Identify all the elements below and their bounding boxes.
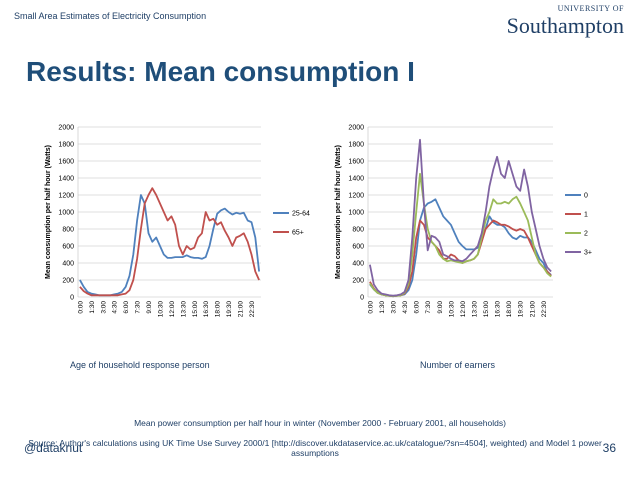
series-line-1: [369, 219, 552, 298]
x-tick-label: 12:00: [460, 301, 467, 318]
x-tick-label: 19:30: [518, 301, 525, 318]
x-tick-label: 9:00: [146, 301, 153, 314]
y-tick-label: 1600: [348, 159, 364, 166]
caption-right: Number of earners: [420, 360, 496, 370]
series-line-0: [369, 198, 552, 298]
y-tick-label: 2000: [58, 125, 74, 132]
x-tick-label: 18:00: [215, 301, 222, 318]
y-tick-label: 1600: [58, 159, 74, 166]
x-tick-label: 6:00: [414, 301, 421, 314]
x-tick-label: 3:00: [391, 301, 398, 314]
y-tick-label: 200: [62, 278, 74, 285]
y-tick-label: 1400: [58, 176, 74, 183]
y-axis-label: Mean consumption per half hour (Watts): [45, 145, 52, 279]
y-axis-label: Mean consumption per half hour (Watts): [335, 145, 342, 279]
y-tick-label: 2000: [348, 125, 364, 132]
y-tick-label: 1200: [348, 193, 364, 200]
x-tick-label: 10:30: [448, 301, 455, 318]
chart-left: Mean consumption per half hour (Watts) 0 2…: [45, 125, 310, 318]
y-tick-label: 0: [360, 295, 364, 302]
y-tick-label: 400: [62, 261, 74, 268]
y-tick-label: 1800: [348, 142, 364, 149]
x-tick-label: 1:30: [89, 301, 96, 314]
x-tick-label: 16:30: [203, 301, 210, 318]
series-line-3+: [369, 138, 552, 297]
legend-label: 3+: [584, 250, 592, 257]
page-number: 36: [602, 441, 616, 455]
x-tick-label: 12:00: [169, 301, 176, 318]
logo-top-text: UNIVERSITY OF: [557, 4, 624, 13]
x-tick-label: 4:30: [112, 301, 119, 314]
y-tick-label: 1200: [58, 193, 74, 200]
x-tick-label: 13:30: [180, 301, 187, 318]
x-tick-label: 21:00: [238, 301, 245, 318]
x-tick-label: 4:30: [402, 301, 409, 314]
y-tick-label: 800: [352, 227, 364, 234]
y-tick-label: 1000: [58, 210, 74, 217]
y-tick-label: 1800: [58, 142, 74, 149]
legend-label: 65+: [292, 230, 304, 237]
x-tick-label: 1:30: [379, 301, 386, 314]
x-tick-label: 7:30: [425, 301, 432, 314]
y-tick-label: 400: [352, 261, 364, 268]
x-tick-label: 0:00: [367, 301, 374, 314]
x-tick-label: 6:00: [123, 301, 130, 314]
y-tick-label: 800: [62, 227, 74, 234]
y-tick-label: 1000: [348, 210, 364, 217]
y-tick-label: 1400: [348, 176, 364, 183]
x-tick-label: 19:30: [226, 301, 233, 318]
caption-left: Age of household response person: [70, 360, 210, 370]
y-tick-label: 0: [70, 295, 74, 302]
x-tick-label: 15:00: [192, 301, 199, 318]
legend-label: 2: [584, 231, 588, 238]
x-tick-label: 22:30: [249, 301, 256, 318]
presentation-header: Small Area Estimates of Electricity Cons…: [14, 11, 207, 21]
chart-right: Mean consumption per half hour (Watts) 0 2…: [335, 125, 592, 318]
x-tick-label: 15:00: [483, 301, 490, 318]
footer-handle: @dataknut: [24, 441, 83, 455]
series-line-2: [369, 172, 552, 298]
legend-label: 1: [584, 212, 588, 219]
x-tick-label: 0:00: [77, 301, 84, 314]
university-logo: UNIVERSITY OF Southampton: [504, 4, 624, 44]
x-tick-label: 9:00: [437, 301, 444, 314]
x-tick-label: 10:30: [157, 301, 164, 318]
legend-label: 25-64: [292, 211, 310, 218]
legend-label: 0: [584, 193, 588, 200]
slide-title: Results: Mean consumption I: [26, 56, 415, 87]
x-tick-label: 3:00: [100, 301, 107, 314]
x-tick-label: 7:30: [135, 301, 142, 314]
x-tick-label: 21:00: [529, 301, 536, 318]
series-line-65+: [79, 187, 260, 297]
y-tick-label: 600: [352, 244, 364, 251]
y-tick-label: 600: [62, 244, 74, 251]
x-tick-label: 13:30: [471, 301, 478, 318]
x-tick-label: 22:30: [541, 301, 548, 318]
y-tick-label: 200: [352, 278, 364, 285]
x-tick-label: 16:30: [495, 301, 502, 318]
note-source: Source: Author's calculations using UK T…: [28, 438, 602, 458]
note-main: Mean power consumption per half hour in …: [134, 418, 506, 428]
logo-main-text: Southampton: [506, 13, 624, 38]
x-tick-label: 18:00: [506, 301, 513, 318]
